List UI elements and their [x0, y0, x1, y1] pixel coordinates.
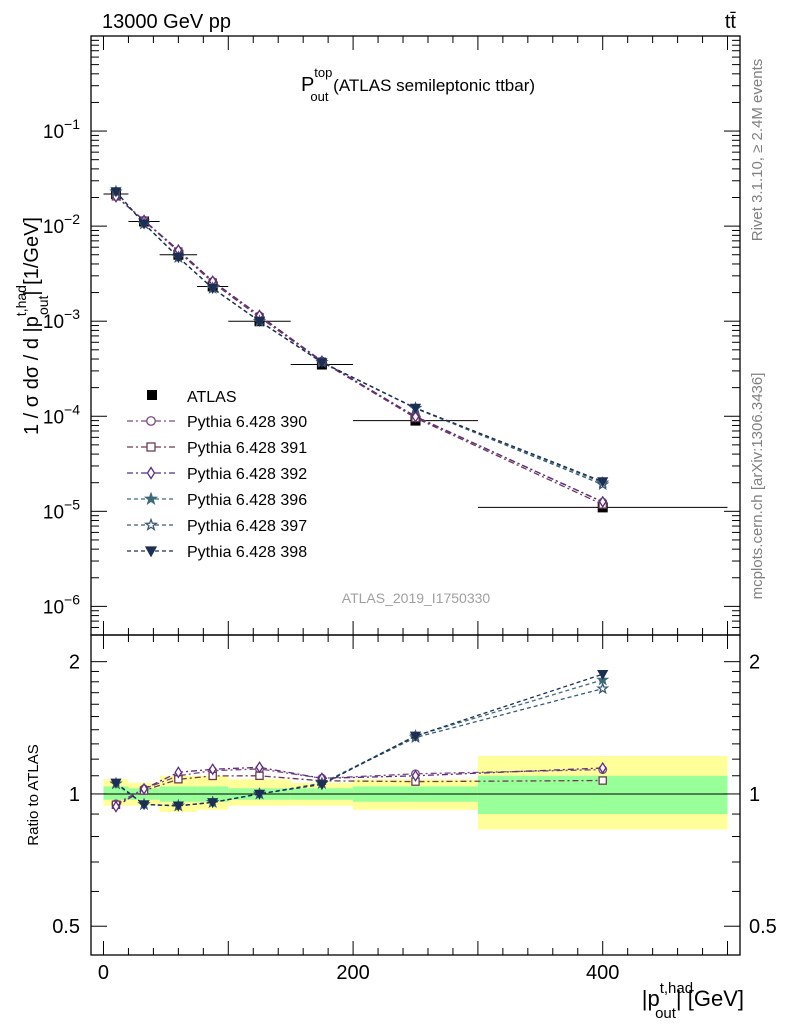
series-point-ratio	[112, 800, 120, 813]
series-point-main	[597, 477, 609, 488]
series-point-main	[411, 410, 420, 423]
ratio-panel-frame	[90, 634, 741, 956]
series-point-ratio	[597, 669, 609, 681]
series-point-main	[110, 187, 122, 198]
legend-label: Pythia 6.428 390	[187, 414, 307, 431]
y-tick-label-main: 10−2	[43, 211, 80, 238]
x-tick-label: 0	[98, 962, 109, 984]
series-line-ratio	[115, 775, 603, 806]
y-axis-label-main: 1 / σ dσ / d |pt,had out| [1/GeV]	[13, 217, 51, 435]
process-label: tt̄	[725, 11, 737, 33]
y-tick-label-main: 10−6	[43, 591, 80, 618]
series-line-ratio	[115, 766, 603, 808]
series-point-ratio	[596, 681, 610, 695]
y-tick-label-main: 10−1	[43, 116, 80, 143]
series-point-ratio	[598, 776, 607, 785]
x-tick-label: 200	[336, 962, 369, 984]
mcplots-label: mcplots.cern.ch [arXiv:1306.3436]	[749, 373, 766, 600]
analysis-id: ATLAS_2019_I1750330	[342, 590, 491, 606]
series-point-ratio	[207, 798, 219, 809]
series-line-main	[115, 195, 603, 506]
y-tick-label-main: 10−5	[43, 496, 80, 523]
plot-title: Ptop out (ATLAS semileptonic ttbar)	[301, 65, 535, 104]
rivet-label: Rivet 3.1.10, ≥ 2.4M events	[749, 59, 766, 242]
series-point-main	[172, 253, 184, 264]
series-point-main	[598, 495, 607, 508]
series-line-ratio	[115, 768, 603, 805]
legend-marker	[144, 546, 158, 558]
axes: 0 200 400 10−6 10−5 10−4 10−3 10−2 10−1 0.5 0.5 1 1 2…	[43, 35, 777, 984]
y-tick-label-ratio-left: 0.5	[52, 916, 80, 938]
series-point-main	[409, 403, 422, 414]
y-tick-label-main: 10−4	[43, 401, 80, 428]
y-tick-label-main: 10−3	[43, 306, 80, 333]
series-point-ratio	[316, 780, 328, 791]
main-plot-series	[103, 184, 728, 513]
energy-label: 13000 GeV pp	[102, 11, 231, 33]
legend-label: Pythia 6.428 398	[187, 544, 307, 561]
series-point-ratio	[138, 800, 150, 811]
ratio-uncertainty-bands	[103, 755, 728, 830]
series-point-main	[138, 219, 150, 230]
y-tick-label-ratio-left: 1	[69, 784, 80, 806]
legend-label: Pythia 6.428 397	[187, 518, 307, 535]
legend-label: Pythia 6.428 391	[187, 440, 307, 457]
y-axis-label-ratio: Ratio to ATLAS	[25, 744, 42, 845]
ratio-band-inner	[103, 786, 129, 800]
y-tick-label-ratio-left: 2	[69, 652, 80, 674]
y-tick-label-ratio-right: 2	[749, 652, 760, 674]
series-point-ratio	[411, 769, 420, 782]
series-point-ratio	[409, 731, 422, 742]
legend-label: Pythia 6.428 396	[187, 492, 307, 509]
legend-label-atlas: ATLAS	[187, 389, 237, 406]
x-tick-label: 400	[586, 962, 619, 984]
series-point-ratio	[174, 766, 183, 779]
series-point-main	[207, 284, 219, 295]
y-tick-label-ratio-right: 1	[749, 784, 760, 806]
x-axis-label: |pt,had out| [GeV]	[642, 980, 744, 1022]
series-line-ratio	[115, 673, 603, 807]
legend-marker	[143, 491, 159, 506]
series-line-main	[115, 196, 603, 503]
series-point-ratio	[172, 801, 184, 812]
series-point-main	[316, 358, 328, 369]
legend-marker	[146, 442, 156, 452]
series-point-ratio	[255, 761, 264, 774]
legend-marker	[146, 416, 156, 426]
series-point-ratio	[208, 763, 217, 776]
series-point-ratio	[110, 778, 122, 789]
series-line-main	[115, 191, 603, 483]
ratio-plot-series	[109, 669, 610, 813]
series-point-ratio	[253, 789, 266, 800]
legend-marker	[146, 466, 156, 480]
legend: ATLAS Pythia 6.428 390 Pythia 6.428 391 Pyt…	[127, 389, 307, 561]
legend-marker-atlas	[147, 390, 157, 400]
legend-marker	[143, 517, 159, 532]
series-point-main	[253, 316, 266, 328]
series-point-ratio	[598, 761, 607, 775]
series-point-ratio	[140, 782, 148, 796]
y-tick-label-ratio-right: 0.5	[749, 916, 777, 938]
legend-label: Pythia 6.428 392	[187, 466, 307, 483]
